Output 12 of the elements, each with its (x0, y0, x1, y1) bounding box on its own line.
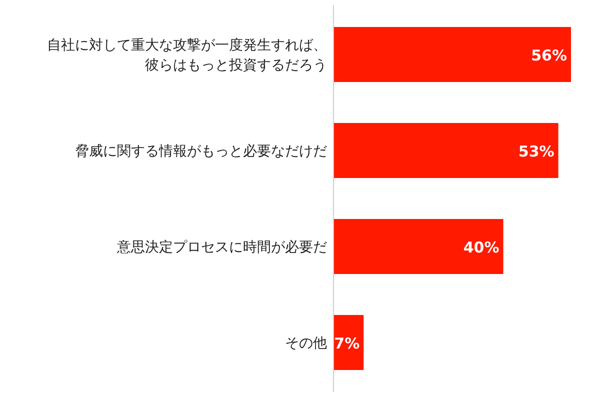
data-label: 53% (518, 142, 554, 160)
data-label: 56% (531, 46, 567, 64)
data-label: 40% (463, 238, 500, 256)
bar (334, 27, 571, 82)
data-label: 7% (334, 334, 360, 352)
bar (334, 219, 504, 274)
y-tick-label: 脅威に関する情報がもっと必要なだけだ (75, 144, 327, 160)
bar (334, 315, 364, 370)
y-tick-label: 自社に対して重大な攻撃が一度発生すれば、彼らはもっと投資するだろう (47, 38, 327, 74)
bar (334, 123, 558, 178)
y-tick-label: 意思決定プロセスに時間が必要だ (116, 240, 327, 256)
y-tick-label: その他 (285, 336, 327, 352)
